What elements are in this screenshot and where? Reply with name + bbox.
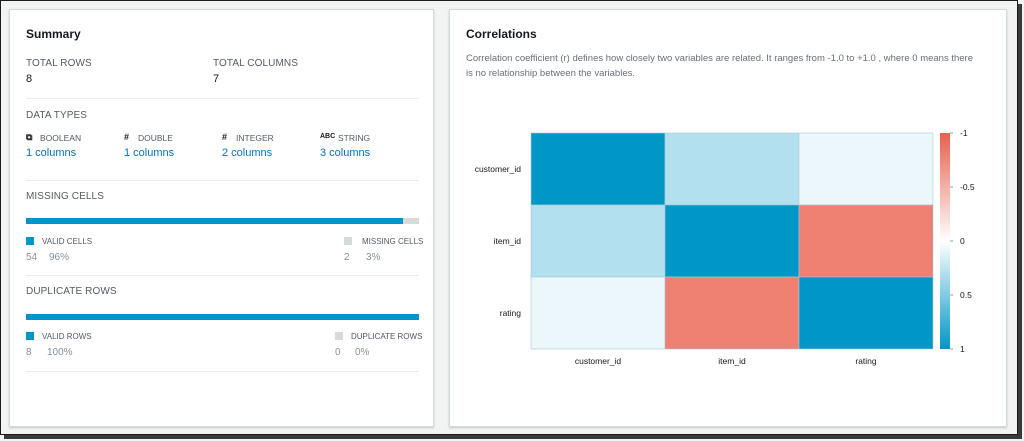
- valid-cells-percent: 96%: [49, 252, 70, 263]
- data-types-label: DATA TYPES: [26, 110, 88, 121]
- type-label-double: DOUBLE: [138, 133, 173, 143]
- y-tick-label: customer_id: [475, 164, 522, 174]
- colorbar: [940, 133, 950, 349]
- heatmap-cell-customer_id-item_id[interactable]: [664, 132, 800, 206]
- missing-cells-bar: [26, 218, 419, 224]
- colorbar-tick-label: -1: [960, 128, 968, 138]
- missing-cells-bar-fill: [26, 218, 404, 224]
- string-icon: ABC: [320, 133, 336, 140]
- valid-rows-count: 8: [26, 347, 32, 358]
- duplicate-rows-swatch: [335, 332, 343, 340]
- x-tick-label: customer_id: [575, 356, 622, 366]
- boolean-icon: ⧉: [26, 132, 33, 142]
- valid-cells-count: 54: [26, 252, 38, 263]
- type-count-double-link[interactable]: 1 columns: [124, 147, 175, 159]
- valid-rows-percent: 100%: [47, 347, 73, 358]
- valid-rows-legend-label: VALID ROWS: [42, 332, 92, 341]
- total-rows-label: TOTAL ROWS: [26, 58, 92, 69]
- correlations-description: Correlation coefficient (r) defines how …: [466, 53, 974, 79]
- colorbar-tick-label: 0: [960, 236, 965, 246]
- heatmap-cell-customer_id-customer_id[interactable]: [530, 132, 666, 206]
- duplicate-rows-bar: [26, 314, 419, 320]
- colorbar-tick-label: 1: [960, 344, 965, 354]
- divider: [26, 98, 419, 99]
- colorbar-tick-label: -0.5: [960, 182, 975, 192]
- duplicate-rows-label: DUPLICATE ROWS: [26, 286, 117, 297]
- divider: [26, 180, 419, 181]
- heatmap-cell-rating-rating[interactable]: [798, 276, 934, 350]
- type-label-boolean: BOOLEAN: [40, 133, 82, 143]
- double-icon: #: [124, 132, 130, 142]
- summary-title: Summary: [26, 27, 81, 41]
- missing-cells-label: MISSING CELLS: [26, 191, 104, 202]
- duplicate-rows-bar-fill: [26, 314, 419, 320]
- missing-cells-swatch: [344, 237, 352, 245]
- valid-cells-swatch: [26, 237, 34, 245]
- heatmap-cell-item_id-customer_id[interactable]: [530, 204, 666, 278]
- integer-icon: #: [222, 132, 228, 142]
- heatmap-cell-rating-customer_id[interactable]: [530, 276, 666, 350]
- type-label-string: STRING: [338, 133, 371, 143]
- correlations-title: Correlations: [466, 27, 537, 41]
- duplicate-rows-legend-label: DUPLICATE ROWS: [351, 332, 423, 341]
- colorbar-tick-label: 0.5: [960, 290, 972, 300]
- valid-cells-legend-label: VALID CELLS: [42, 237, 93, 246]
- heatmap-cell-customer_id-rating[interactable]: [798, 132, 934, 206]
- heatmap-cell-item_id-rating[interactable]: [798, 204, 934, 278]
- type-count-string-link[interactable]: 3 columns: [320, 147, 371, 159]
- total-columns-label: TOTAL COLUMNS: [213, 58, 299, 69]
- total-rows-value: 8: [26, 73, 33, 85]
- type-count-boolean-link[interactable]: 1 columns: [26, 147, 77, 159]
- y-tick-label: item_id: [494, 236, 522, 246]
- type-count-integer-link[interactable]: 2 columns: [222, 147, 273, 159]
- missing-cells-count: 2: [344, 252, 350, 263]
- x-tick-label: rating: [855, 356, 877, 366]
- summary-panel: Summary TOTAL ROWS 8 TOTAL COLUMNS 7 DAT…: [9, 9, 434, 427]
- divider: [26, 275, 419, 276]
- missing-cells-percent: 3%: [366, 252, 381, 263]
- valid-rows-swatch: [26, 332, 34, 340]
- missing-cells-legend-label: MISSING CELLS: [362, 237, 424, 246]
- correlations-panel: Correlations Correlation coefficient (r)…: [449, 9, 1007, 427]
- divider: [26, 371, 419, 372]
- total-columns-value: 7: [213, 73, 220, 85]
- heatmap-cell-rating-item_id[interactable]: [664, 276, 800, 350]
- x-tick-label: item_id: [718, 356, 746, 366]
- type-label-integer: INTEGER: [236, 133, 274, 143]
- duplicate-rows-count: 0: [335, 347, 341, 358]
- duplicate-rows-percent: 0%: [355, 347, 370, 358]
- heatmap-cell-item_id-item_id[interactable]: [664, 204, 800, 278]
- y-tick-label: rating: [500, 308, 522, 318]
